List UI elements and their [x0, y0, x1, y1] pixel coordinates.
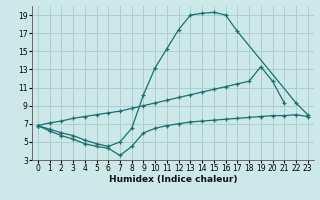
X-axis label: Humidex (Indice chaleur): Humidex (Indice chaleur) — [108, 175, 237, 184]
